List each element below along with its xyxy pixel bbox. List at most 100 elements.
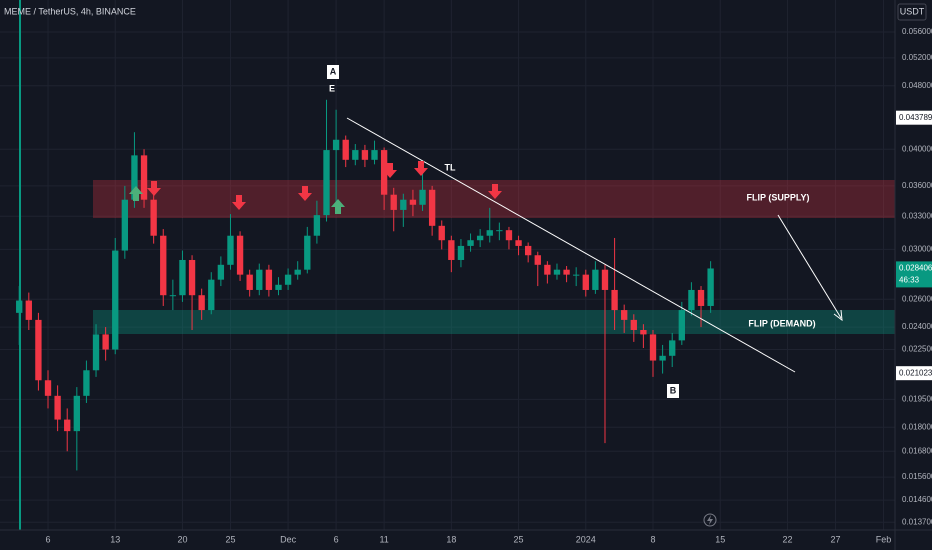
candle-body	[64, 419, 71, 432]
candle-body	[294, 269, 301, 275]
x-tick-label: 27	[830, 534, 840, 544]
candle-body	[515, 240, 522, 246]
candle-body	[553, 269, 561, 275]
candle-body	[496, 230, 503, 232]
candle-body	[265, 269, 273, 290]
up-arrow	[129, 186, 143, 201]
x-tick-label: 18	[446, 534, 456, 544]
candle-body	[169, 295, 177, 297]
candle-body	[428, 189, 436, 226]
x-tick-label: 25	[225, 534, 235, 544]
price-tag	[896, 110, 932, 125]
candle-body	[630, 319, 637, 330]
x-tick-label: 11	[379, 534, 388, 544]
candle-body	[361, 150, 369, 160]
up-arrow	[331, 199, 345, 214]
chart-title: MEME / TetherUS, 4h, BINANCE	[4, 6, 136, 16]
down-arrow	[298, 186, 312, 201]
candle-body	[342, 139, 349, 160]
x-tick-label: 6	[46, 534, 51, 544]
countdown: 46:33	[899, 275, 920, 284]
candle-body	[573, 274, 580, 276]
candle-body	[678, 310, 685, 341]
candle-body	[438, 225, 445, 241]
candle-body	[649, 334, 657, 361]
candle-body	[400, 199, 407, 210]
candle-body	[121, 199, 129, 251]
currency-box[interactable]	[897, 3, 927, 21]
price-tag	[896, 261, 932, 288]
label-box	[327, 65, 339, 79]
candle-body	[505, 230, 513, 241]
candle-body	[208, 279, 215, 311]
candle-body	[592, 269, 599, 290]
alert-icon[interactable]	[703, 513, 717, 527]
candle-body	[371, 150, 378, 160]
candle-body	[275, 284, 282, 290]
candle-body	[524, 245, 532, 256]
price-tag-label: 0.028406	[899, 263, 932, 272]
candle-body	[563, 269, 570, 275]
candle-body	[640, 329, 647, 335]
candle-body	[217, 264, 225, 280]
candle-body	[601, 269, 609, 290]
candle-body	[179, 259, 186, 296]
trend-line	[346, 117, 796, 373]
candle-body	[198, 295, 205, 311]
down-arrow	[147, 181, 161, 196]
candle-body	[707, 268, 714, 306]
annotation: FLIP (SUPPLY)	[746, 192, 809, 202]
x-tick-label: 2024	[576, 534, 596, 544]
x-tick-label: 20	[177, 534, 187, 544]
arrow-head	[833, 309, 843, 322]
candle-body	[409, 199, 417, 205]
down-arrow	[414, 161, 428, 176]
price-tag	[896, 366, 932, 381]
candle-body	[419, 189, 426, 205]
x-tick-label: Feb	[876, 534, 892, 544]
down-arrow	[232, 195, 246, 210]
sell-arrows	[147, 161, 502, 210]
candle-body	[188, 259, 196, 296]
candle-body	[697, 289, 705, 306]
annotation: E	[329, 83, 335, 93]
down-arrow	[383, 163, 397, 178]
candle-body	[227, 235, 234, 265]
buy-arrows	[129, 186, 345, 214]
candle-body	[246, 274, 253, 290]
candle-body	[256, 269, 263, 290]
candle-body	[467, 240, 474, 246]
candle-body	[380, 150, 388, 195]
candle-body	[236, 235, 244, 275]
candle-body	[25, 300, 32, 320]
candle-body	[83, 370, 90, 396]
candle-body	[611, 289, 618, 311]
annotation: B	[670, 385, 677, 395]
candle-body	[140, 155, 148, 200]
price-tag-label: 0.021023	[899, 368, 932, 377]
candle-body	[582, 274, 589, 290]
x-tick-label: 25	[514, 534, 524, 544]
x-tick-label: 15	[715, 534, 725, 544]
candle-body	[313, 215, 321, 236]
candle-body	[390, 194, 397, 210]
x-tick-label: Dec	[280, 534, 297, 544]
candle-body	[352, 150, 359, 160]
candle-body	[669, 340, 676, 356]
candle-body	[304, 235, 311, 270]
label-box	[667, 384, 679, 398]
candle-body	[73, 395, 80, 432]
candle-body	[457, 245, 465, 260]
candle-body	[35, 319, 42, 381]
candle-body	[44, 380, 52, 396]
candle-body	[112, 250, 119, 350]
